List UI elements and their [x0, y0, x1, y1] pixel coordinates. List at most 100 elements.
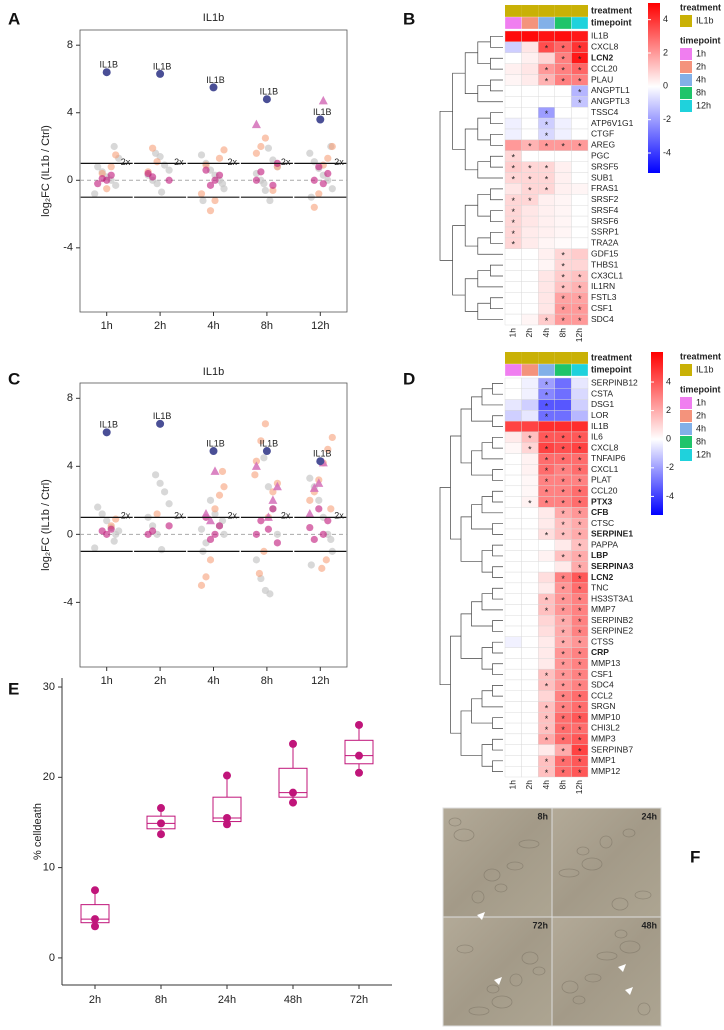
point [157, 819, 165, 828]
heatmap-cell [571, 128, 589, 141]
significance-star: * [578, 746, 582, 756]
heatmap-cell [521, 74, 539, 86]
y-tick-label: 8 [67, 392, 73, 404]
legend-label: 4h [696, 74, 706, 84]
point [220, 146, 228, 154]
heatmap-cell [504, 410, 522, 422]
point [318, 564, 326, 572]
point [252, 457, 260, 465]
heatmap-cell [571, 161, 589, 173]
heatmap-cell [521, 377, 539, 389]
significance-star: * [578, 55, 582, 65]
point [211, 510, 219, 518]
row-label: MMP1 [591, 755, 616, 765]
point [103, 517, 111, 525]
heatmap-cell [571, 226, 589, 239]
significance-star: * [545, 391, 549, 401]
heatmap-cell [521, 507, 539, 519]
chart-title: IL1b [203, 366, 224, 378]
point [209, 447, 218, 456]
column-label: 12h [574, 780, 584, 794]
heatmap-cell [538, 690, 556, 702]
point [324, 445, 332, 453]
cell [483, 868, 501, 882]
heatmap-cell [571, 205, 589, 217]
cell [532, 966, 546, 976]
threshold-label: 2x [121, 157, 131, 167]
heatmap-cell [571, 215, 589, 228]
point [269, 186, 277, 195]
point [309, 483, 319, 492]
significance-star: * [545, 498, 549, 508]
significance-star: * [578, 757, 582, 767]
row-label: SRSF5 [591, 161, 619, 171]
point [316, 457, 325, 466]
row-label: SDC4 [591, 314, 614, 324]
row-label: CTSC [591, 518, 614, 528]
annotation-title: timepoint [591, 17, 632, 27]
y-tick-label: 4 [67, 460, 73, 472]
heatmap-cell [554, 399, 572, 411]
legend-label: 12h [696, 100, 711, 110]
cell [491, 995, 513, 1009]
heatmap-cell [504, 582, 522, 594]
point [306, 496, 314, 504]
point [144, 530, 152, 538]
colorbar [648, 3, 660, 173]
heatmap-cell [504, 496, 522, 508]
point [103, 185, 111, 193]
significance-star: * [545, 757, 549, 767]
heatmap-cell [504, 701, 522, 713]
heatmap-cell [538, 625, 556, 638]
point [91, 922, 99, 931]
point [149, 522, 157, 530]
heatmap-cell [538, 270, 556, 282]
point [157, 804, 165, 813]
y-axis-label: % celldeath [32, 803, 44, 860]
significance-star: * [561, 649, 565, 659]
point [201, 508, 211, 518]
column-label: 8h [557, 328, 567, 338]
x-tick-label: 8h [155, 994, 167, 1006]
heatmap-cell [504, 41, 522, 53]
point [263, 512, 273, 521]
colorbar-tick-label: 0 [666, 434, 671, 444]
significance-star: * [561, 498, 565, 508]
row-label: PTX3 [591, 496, 613, 506]
heatmap-cell [504, 636, 522, 648]
significance-star: * [578, 531, 582, 541]
significance-star: * [578, 455, 582, 465]
panel-letter: C [8, 369, 20, 388]
tile-label: 8h [537, 811, 548, 821]
point [91, 886, 99, 895]
significance-star: * [512, 218, 516, 228]
threshold-label: 2x [281, 157, 291, 167]
row-label: CCL2 [591, 690, 613, 700]
significance-star: * [512, 207, 516, 217]
column-label: 1h [508, 328, 518, 338]
point [156, 69, 165, 78]
heatmap-cell [521, 485, 539, 497]
significance-star: * [578, 714, 582, 724]
significance-star: * [578, 542, 582, 552]
heatmap-cell [504, 442, 522, 454]
significance-star: * [528, 444, 532, 454]
significance-star: * [545, 714, 549, 724]
significance-star: * [561, 520, 565, 530]
point [211, 530, 219, 538]
point [161, 161, 169, 169]
point [112, 515, 120, 523]
heatmap-cell [504, 30, 522, 43]
heatmap-cell [504, 464, 522, 476]
significance-star: * [545, 120, 549, 130]
heatmap-cell [571, 259, 589, 271]
panel-letter: E [8, 679, 19, 698]
heatmap-cell [538, 248, 556, 260]
significance-star: * [545, 174, 549, 184]
point [262, 95, 271, 104]
legend-title: treatment [680, 351, 721, 361]
significance-star: * [561, 585, 565, 595]
row-label: IL1B [591, 31, 609, 41]
legend-swatch [680, 74, 692, 86]
